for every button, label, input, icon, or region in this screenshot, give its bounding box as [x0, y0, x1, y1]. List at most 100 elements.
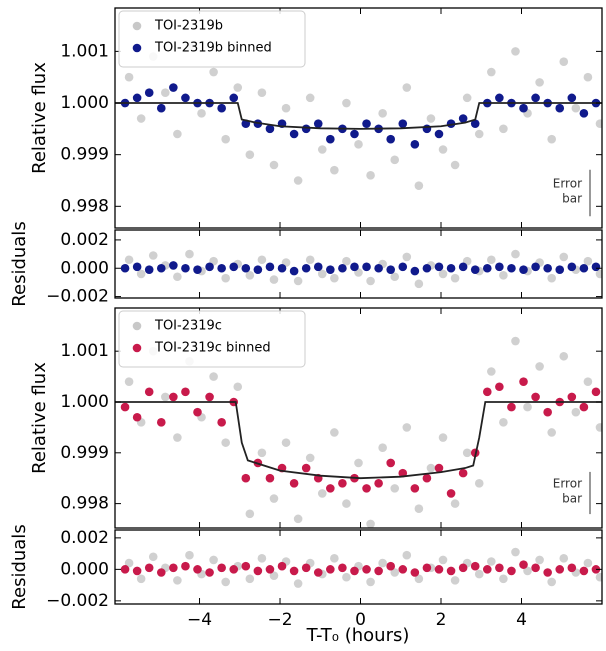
data-point — [414, 504, 424, 513]
data-point — [511, 547, 520, 557]
data-point — [595, 119, 602, 128]
data-point — [169, 392, 178, 402]
data-point — [495, 93, 504, 103]
data-point — [507, 402, 516, 412]
legend-label: TOI-2319c binned — [154, 341, 271, 356]
data-point — [144, 387, 154, 397]
data-point — [245, 509, 255, 519]
data-point — [221, 577, 230, 587]
data-point — [434, 262, 444, 272]
data-point — [326, 265, 335, 274]
data-point — [366, 276, 375, 286]
data-point — [185, 249, 194, 259]
data-point — [438, 555, 448, 565]
data-point — [293, 176, 303, 185]
y-tick-label: 1.001 — [60, 341, 109, 361]
y-tick-label: 1.000 — [60, 392, 109, 412]
data-point — [591, 565, 601, 574]
data-point — [257, 88, 267, 97]
data-point — [257, 554, 267, 563]
data-point — [209, 555, 218, 565]
data-point — [289, 129, 299, 139]
data-point — [386, 265, 395, 274]
data-point — [462, 93, 472, 103]
data-point — [559, 554, 569, 563]
plot-area — [120, 249, 602, 289]
data-point — [221, 438, 230, 447]
data-point — [350, 566, 359, 576]
data-point — [462, 448, 472, 458]
data-point — [120, 402, 130, 412]
data-point — [591, 262, 601, 272]
data-point — [342, 256, 351, 266]
data-point — [366, 171, 375, 180]
data-point — [434, 565, 444, 574]
data-point — [487, 557, 496, 566]
data-point — [378, 558, 387, 568]
x-tick-label: −4 — [187, 610, 212, 630]
data-point — [555, 565, 565, 574]
data-point — [229, 262, 239, 272]
data-point — [559, 351, 569, 361]
y-tick-label: 0.000 — [60, 559, 109, 579]
data-point — [181, 561, 190, 571]
data-point — [269, 571, 279, 580]
data-point — [132, 93, 142, 103]
data-point — [338, 563, 347, 573]
y-tick-label: 1.000 — [60, 93, 109, 113]
data-point — [144, 88, 154, 97]
data-point — [535, 78, 544, 87]
data-point — [317, 489, 327, 498]
data-point — [547, 134, 556, 144]
x-tick-label: 0 — [355, 610, 366, 630]
legend-label: TOI-2319b binned — [154, 41, 272, 56]
data-point — [519, 265, 528, 274]
data-point — [156, 418, 166, 427]
data-point — [495, 262, 504, 272]
data-point — [402, 423, 412, 432]
data-point — [265, 124, 275, 134]
data-point — [289, 266, 299, 276]
data-point — [422, 563, 432, 573]
data-point — [571, 407, 581, 417]
data-point — [330, 554, 339, 563]
data-point — [523, 402, 532, 412]
data-point — [269, 275, 279, 284]
data-point — [342, 98, 351, 108]
data-point — [317, 269, 327, 279]
y-tick-label: 0.002 — [60, 230, 109, 250]
data-point — [378, 109, 387, 118]
data-point — [136, 574, 146, 584]
data-point — [217, 103, 226, 113]
data-point — [362, 262, 371, 272]
error-bar-label: Error — [553, 477, 582, 491]
data-point — [499, 418, 508, 427]
data-point — [426, 463, 436, 473]
data-point — [535, 555, 544, 565]
data-point — [410, 266, 420, 276]
data-point — [326, 565, 335, 574]
data-point — [342, 572, 351, 582]
data-point — [398, 565, 408, 574]
x-tick-label: 2 — [436, 610, 447, 630]
data-point — [217, 563, 226, 573]
y-axis-label: Relative flux — [29, 362, 50, 474]
data-point — [567, 392, 577, 402]
data-point — [330, 428, 339, 437]
data-point — [547, 428, 556, 437]
data-point — [265, 262, 275, 272]
data-point — [169, 563, 178, 573]
data-point — [229, 565, 239, 574]
data-point — [519, 103, 528, 113]
data-point — [426, 114, 436, 123]
x-tick-label: 4 — [516, 610, 527, 630]
data-point — [531, 262, 540, 272]
data-point — [595, 572, 602, 582]
data-point — [253, 566, 263, 576]
data-point — [169, 83, 178, 92]
data-point — [301, 263, 311, 273]
data-point — [161, 392, 170, 402]
data-point — [402, 252, 412, 262]
data-point — [181, 93, 190, 103]
